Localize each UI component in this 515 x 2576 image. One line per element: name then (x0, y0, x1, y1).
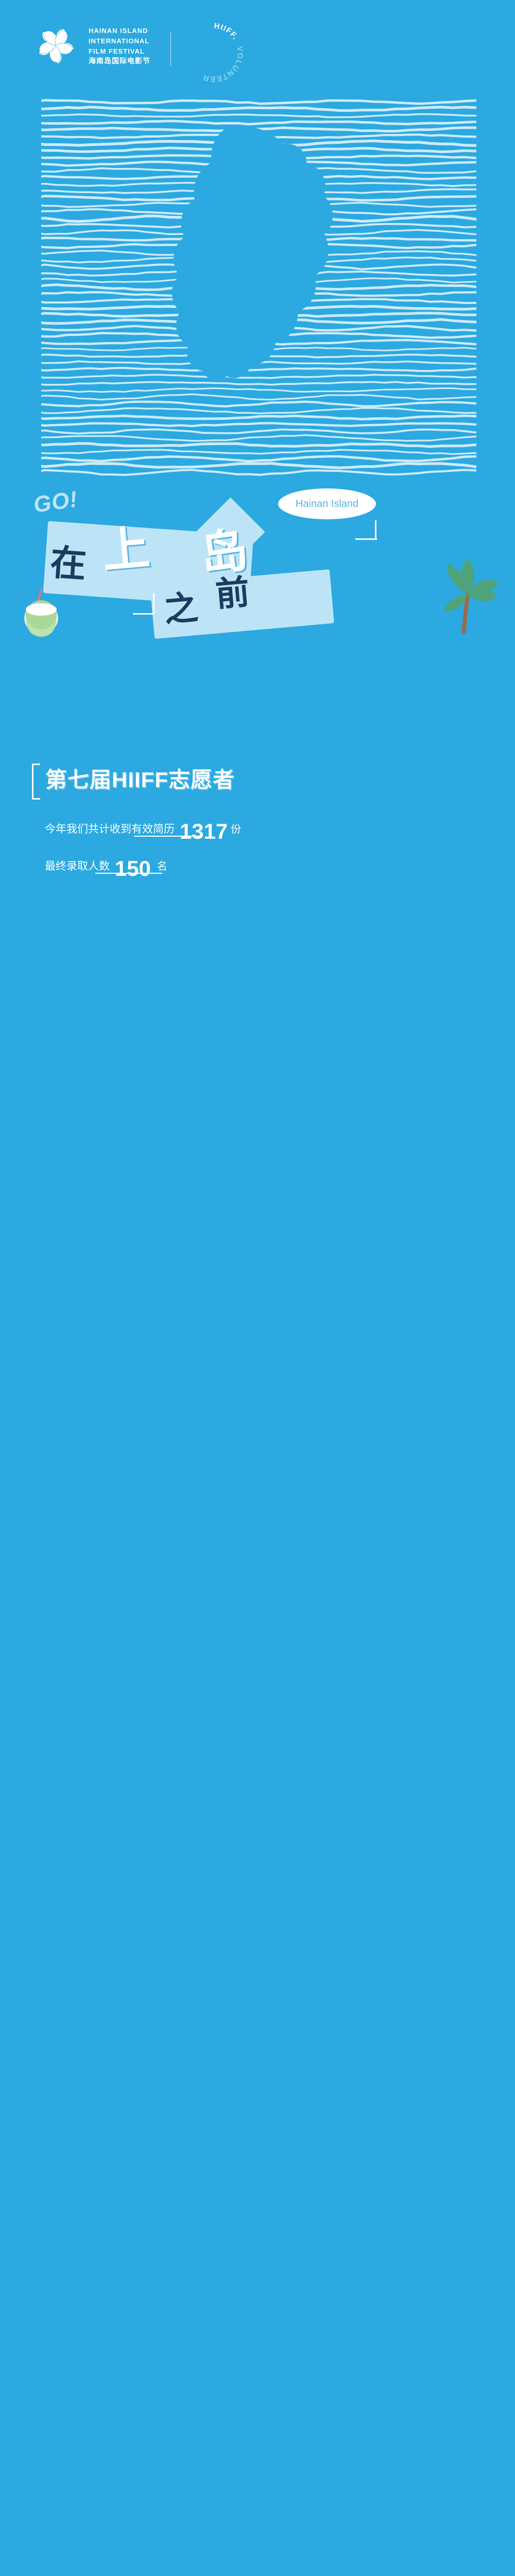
svg-text:HIIFF.VOLUNTEER: HIIFF. VOLUNTEER (201, 22, 245, 83)
